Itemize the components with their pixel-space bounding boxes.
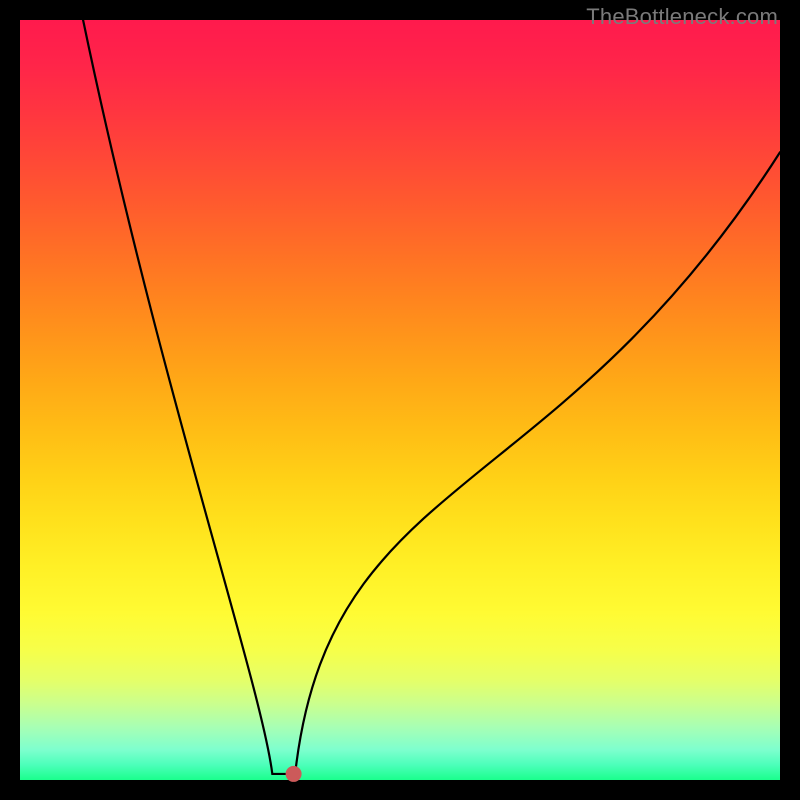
watermark-label: TheBottleneck.com xyxy=(586,4,778,30)
optimal-point-marker xyxy=(286,766,302,782)
bottleneck-chart xyxy=(0,0,800,800)
plot-background xyxy=(20,20,780,780)
